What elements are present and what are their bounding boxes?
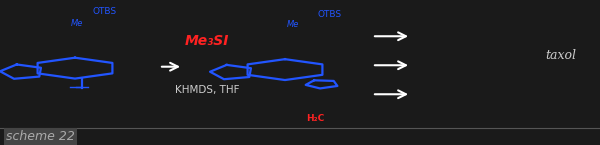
Text: KHMDS, THF: KHMDS, THF [175,85,239,95]
Text: Me: Me [71,19,83,28]
Text: Me₃SI: Me₃SI [185,34,229,48]
Text: OTBS: OTBS [93,7,117,16]
Text: H₂C: H₂C [306,114,324,123]
Text: Me: Me [287,20,299,29]
Text: taxol: taxol [545,49,577,62]
Text: scheme 22: scheme 22 [6,130,75,143]
Text: OTBS: OTBS [318,10,342,19]
